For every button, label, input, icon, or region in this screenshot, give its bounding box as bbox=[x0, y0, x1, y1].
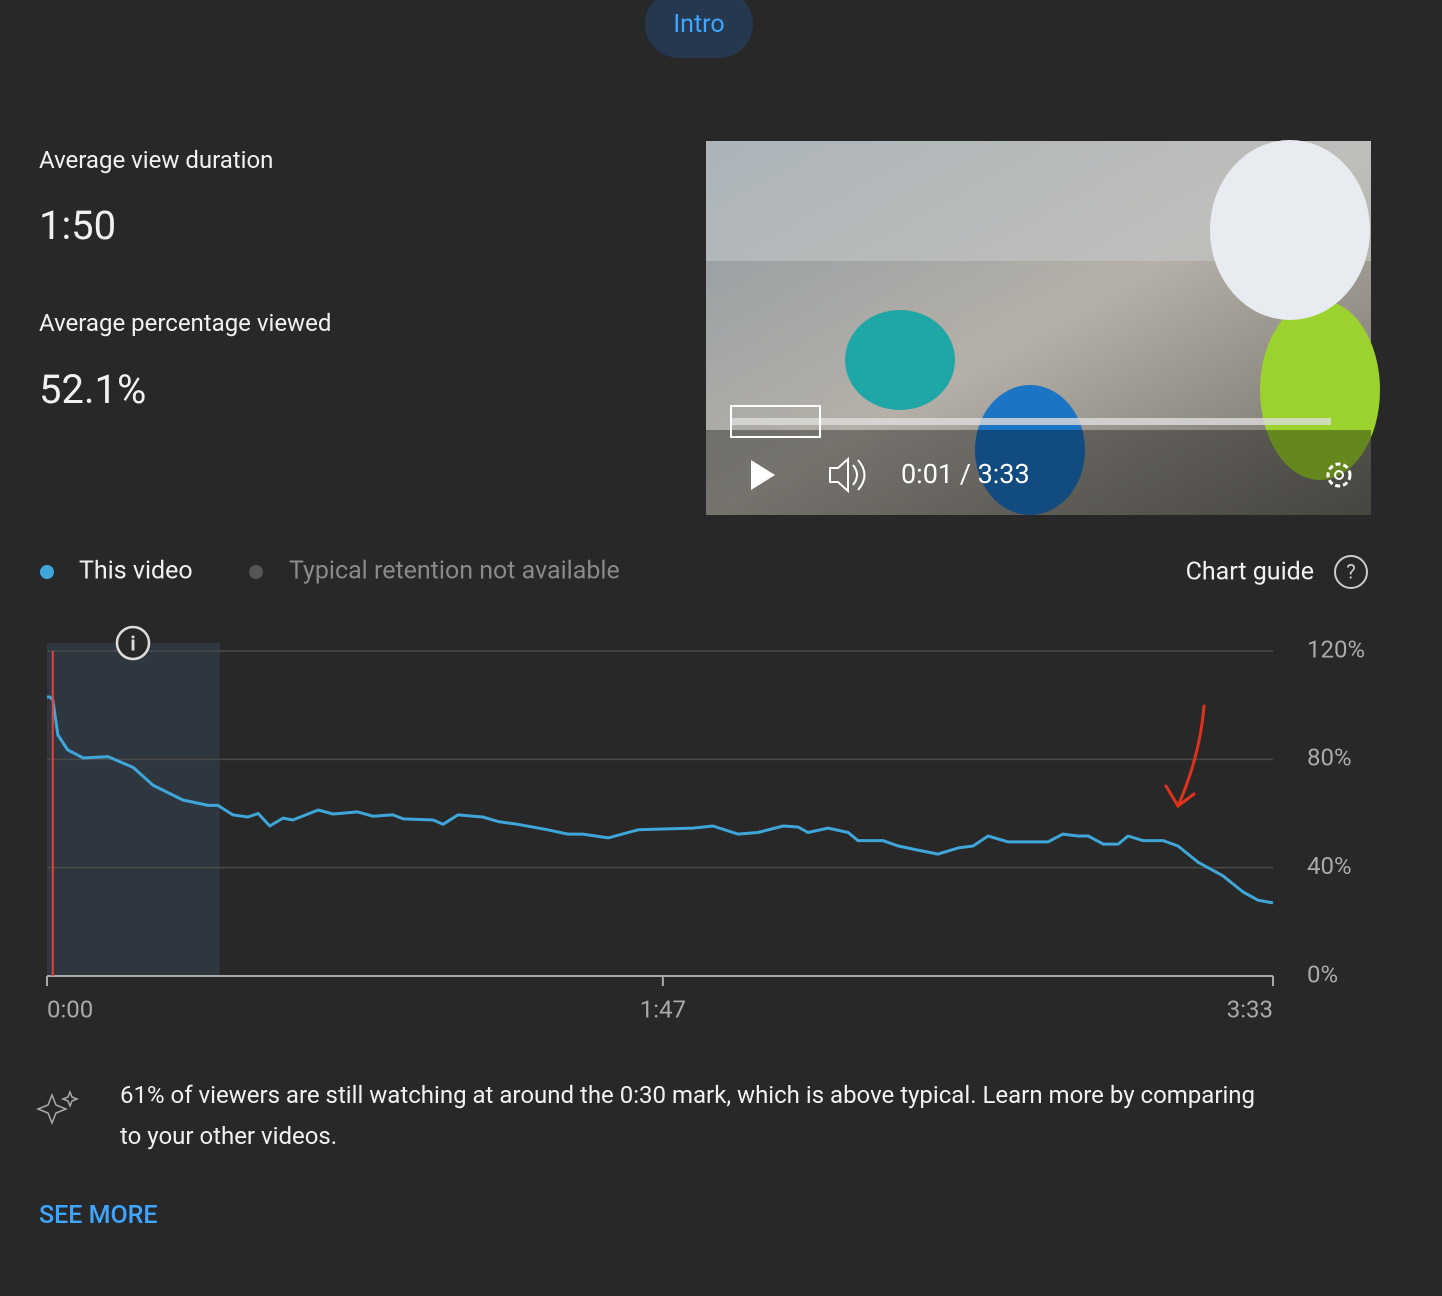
video-frame bbox=[1260, 300, 1380, 480]
y-tick-label: 80% bbox=[1307, 744, 1352, 772]
progress-bar[interactable] bbox=[731, 418, 1331, 425]
volume-icon[interactable] bbox=[829, 456, 866, 494]
sparkle-icon bbox=[35, 1089, 80, 1126]
progress-thumb bbox=[730, 405, 821, 438]
annotation-arrow bbox=[1164, 704, 1206, 809]
y-tick-label: 40% bbox=[1307, 852, 1352, 880]
video-frame bbox=[845, 310, 955, 410]
help-icon: ? bbox=[1346, 559, 1355, 583]
info-icon[interactable] bbox=[115, 625, 151, 661]
video-frame bbox=[706, 430, 1371, 515]
settings-icon[interactable] bbox=[1326, 462, 1352, 488]
stat-value: 1:50 bbox=[39, 202, 117, 249]
player-time: 0:01 / 3:33 bbox=[901, 458, 1030, 490]
x-tick-label: 0:00 bbox=[47, 995, 93, 1023]
settings-icon bbox=[1334, 470, 1344, 480]
stat-value: 52.1% bbox=[39, 366, 147, 413]
stat-label: Average percentage viewed bbox=[39, 309, 332, 337]
x-tick-label: 1:47 bbox=[640, 995, 686, 1023]
help-icon[interactable] bbox=[1334, 555, 1368, 589]
legend-label: Typical retention not available bbox=[289, 557, 620, 586]
y-tick-label: 120% bbox=[1307, 635, 1365, 663]
stat-label: Average view duration bbox=[39, 146, 274, 174]
y-tick-label: 0% bbox=[1307, 960, 1338, 988]
retention-line bbox=[47, 695, 1274, 905]
legend-dot bbox=[249, 565, 263, 579]
tab-intro[interactable] bbox=[645, 0, 753, 58]
chart-guide[interactable]: Chart guide bbox=[1186, 558, 1314, 587]
info-icon: i bbox=[130, 631, 135, 655]
video-frame bbox=[1210, 140, 1370, 320]
play-icon[interactable] bbox=[751, 460, 775, 490]
legend-label: This video bbox=[79, 557, 193, 586]
video-player[interactable]: 0:01 / 3:33 bbox=[706, 140, 1380, 515]
see-more[interactable]: SEE MORE bbox=[39, 1201, 158, 1230]
insight-text: 61% of viewers are still watching at aro… bbox=[120, 1081, 1256, 1150]
x-tick-label: 3:33 bbox=[1227, 995, 1273, 1023]
plot: 0% 40% 80% 120% 0:00 1:47 3:33 i bbox=[46, 625, 1365, 1023]
legend-dot bbox=[40, 565, 54, 579]
video-frame bbox=[975, 385, 1085, 515]
tab-label: Intro bbox=[673, 10, 725, 39]
intro-highlight bbox=[47, 643, 220, 976]
